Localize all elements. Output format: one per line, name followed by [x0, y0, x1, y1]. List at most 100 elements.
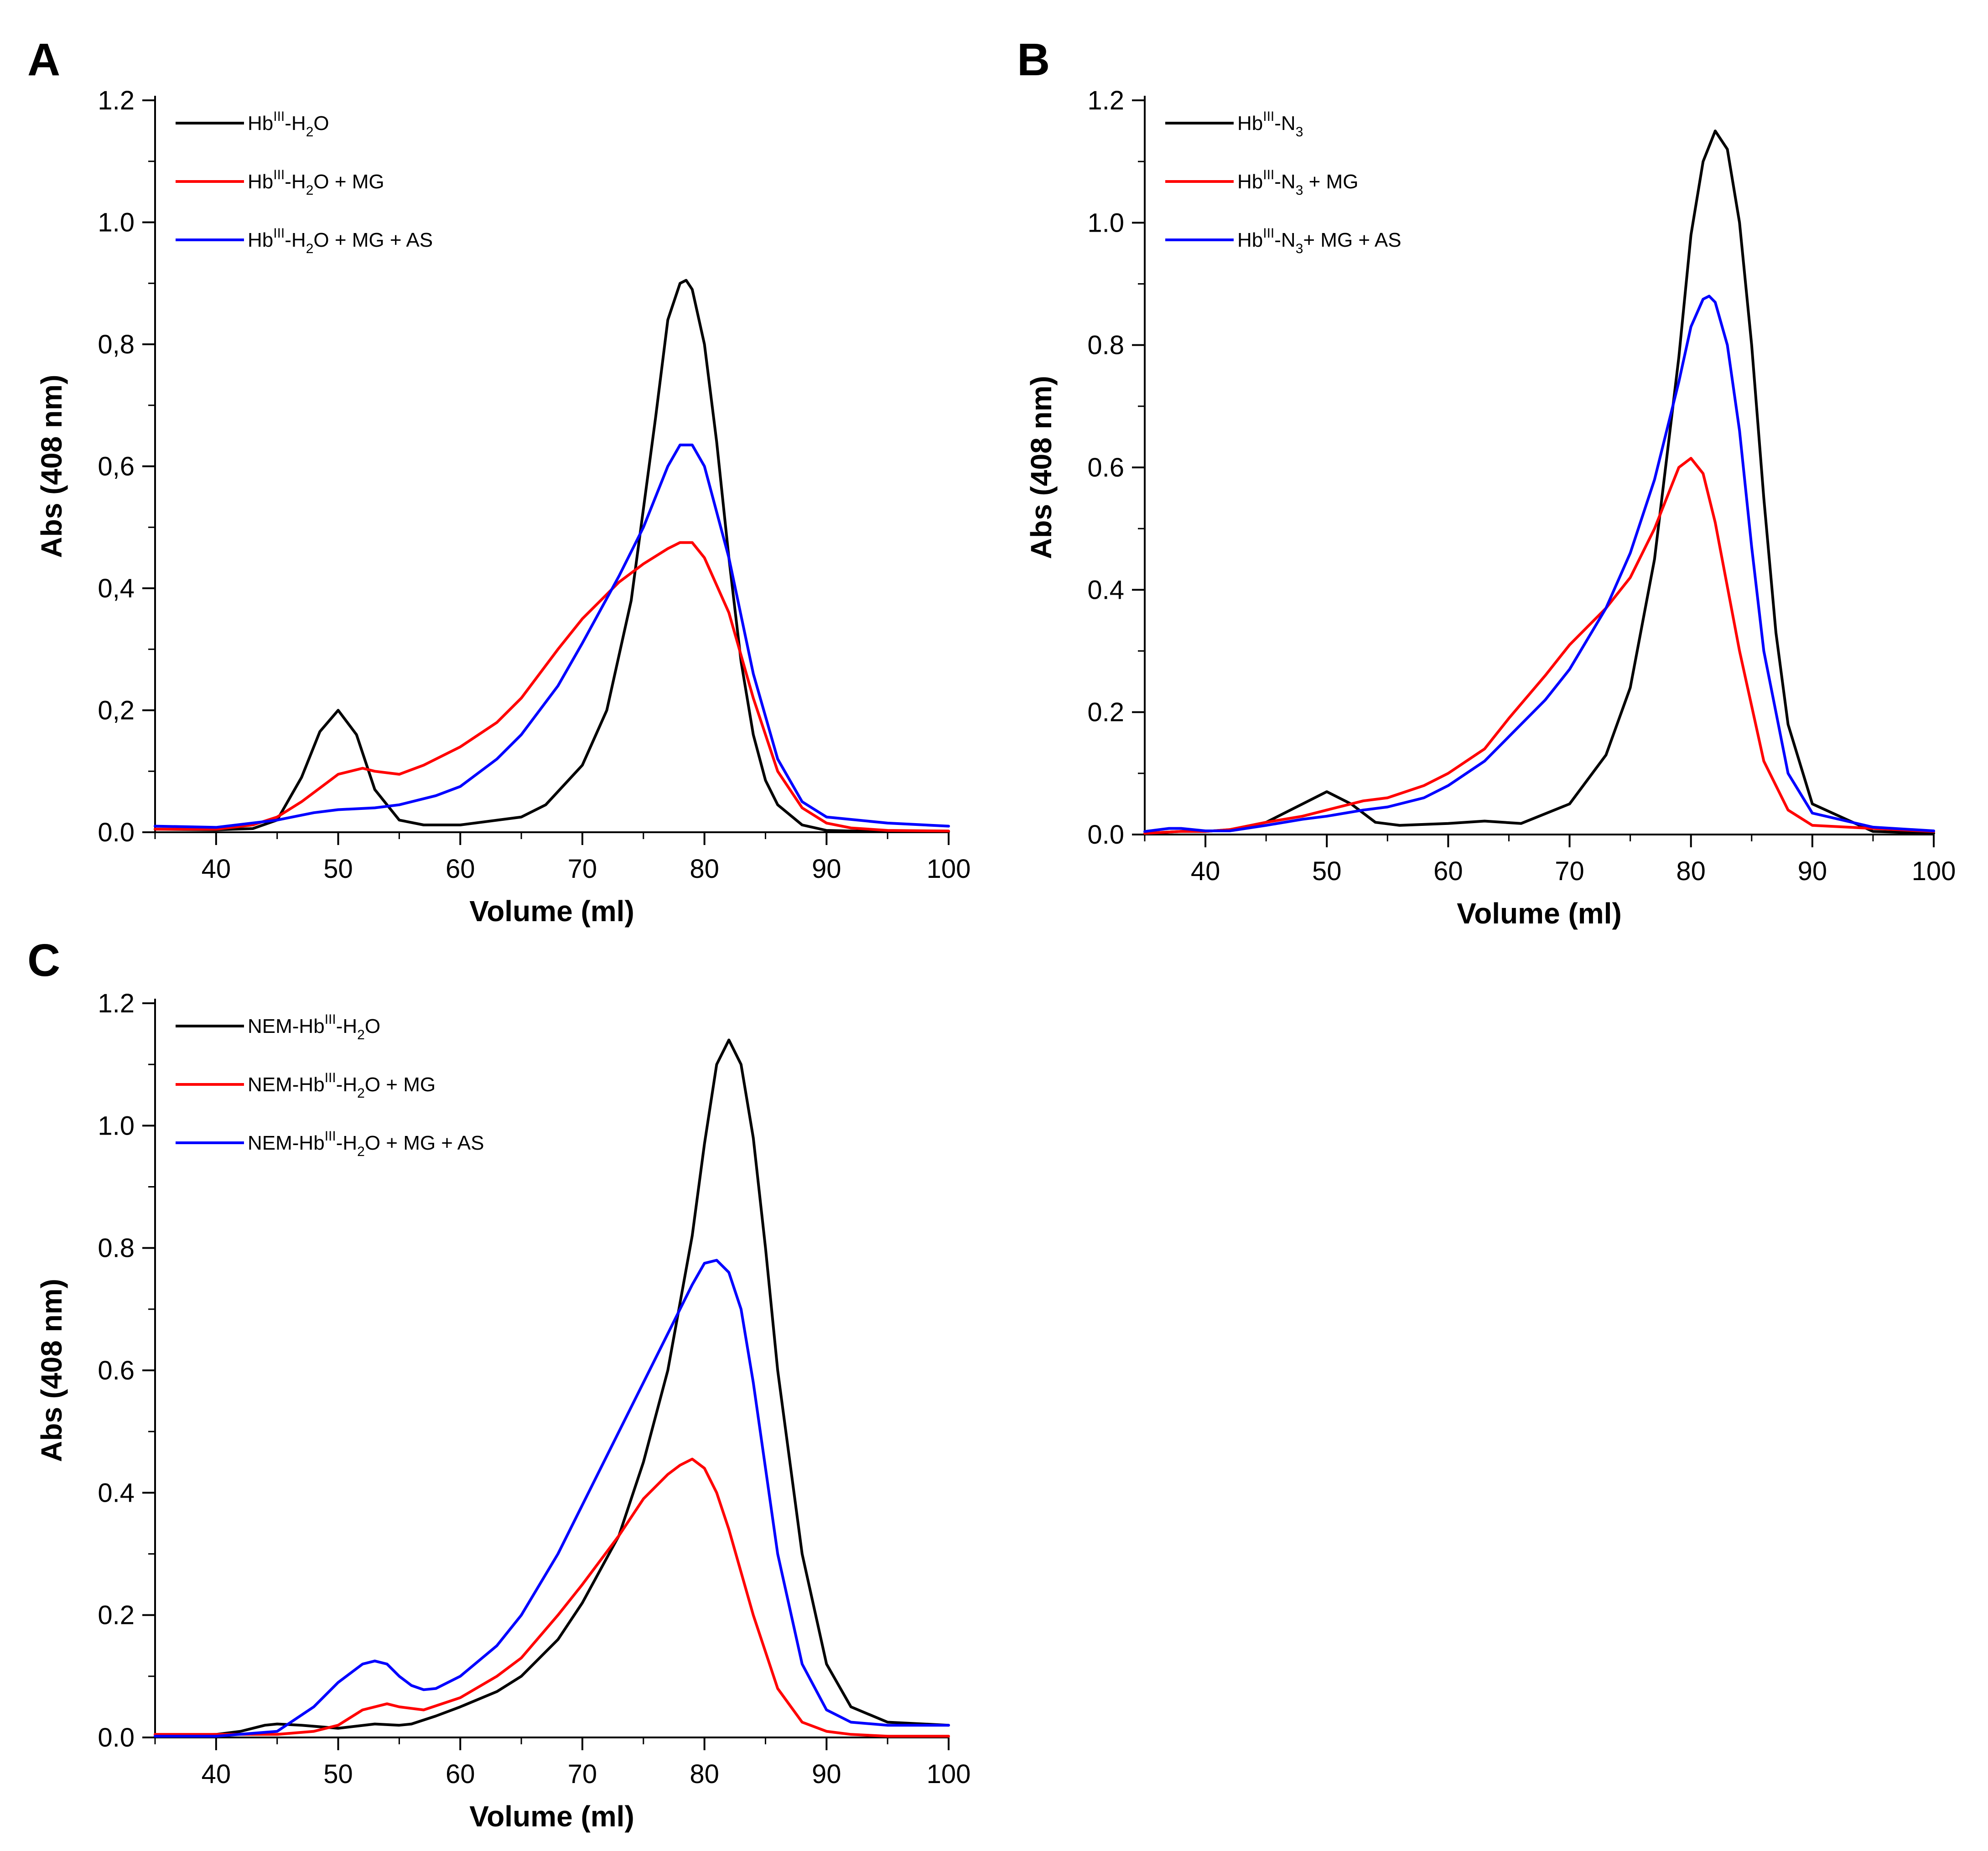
- legend-label-part: 3: [1296, 183, 1303, 198]
- legend-label-part: Hb: [248, 171, 273, 193]
- y-tick-label: 0.8: [1087, 331, 1124, 360]
- x-tick-label: 50: [323, 1759, 353, 1789]
- legend-label-part: -H: [285, 171, 306, 193]
- x-tick-label: 40: [202, 1759, 231, 1789]
- legend-label: HbIII-H2O: [248, 109, 329, 140]
- x-tick-label: 60: [446, 1759, 475, 1789]
- x-axis-title: Volume (ml): [1457, 897, 1622, 930]
- legend-label-part: Hb: [248, 112, 273, 135]
- series-line-0: [1143, 130, 1935, 835]
- y-tick-label: 1.0: [1087, 208, 1124, 238]
- legend-label-part: O + MG: [313, 171, 384, 193]
- legend-label-part: III: [1263, 109, 1274, 124]
- y-axis-title: Abs (408 nm): [35, 375, 68, 558]
- series-line-2: [154, 1259, 950, 1738]
- series-line-1: [154, 1457, 950, 1738]
- y-tick-label: 0,2: [98, 696, 135, 726]
- legend-label-part: Hb: [1237, 229, 1263, 251]
- x-tick-label: 80: [690, 854, 719, 884]
- legend-label-part: O: [313, 112, 329, 135]
- legend-label: HbIII-H2O + MG + AS: [248, 226, 433, 256]
- legend-label-part: NEM-Hb: [248, 1073, 325, 1096]
- legend-label-part: Hb: [1237, 112, 1263, 135]
- y-tick-label: 0.6: [1087, 453, 1124, 482]
- series-line-1: [1143, 456, 1935, 835]
- legend-label-part: III: [273, 226, 285, 241]
- legend-label: HbIII-H2O + MG: [248, 167, 384, 198]
- x-tick-label: 100: [927, 854, 971, 884]
- x-tick-label: 60: [1433, 856, 1463, 886]
- x-tick-label: 50: [323, 854, 353, 884]
- legend-label-part: Hb: [1237, 171, 1263, 193]
- legend-label-part: III: [325, 1012, 336, 1027]
- x-tick-label: 70: [1555, 856, 1584, 886]
- series-line-0: [154, 1038, 950, 1738]
- legend-label: NEM-HbIII-H2O + MG: [248, 1070, 436, 1101]
- legend-label: NEM-HbIII-H2O + MG + AS: [248, 1129, 484, 1159]
- panel-a: A 40 50 60 70 80 90 100 0.0 0,2 0,4 0,6 0,8 1.0 1.2 Vol…: [27, 34, 971, 928]
- legend-label-part: + MG: [1303, 171, 1358, 193]
- y-tick-label: 0,8: [98, 330, 135, 359]
- y-tick-label: 1.2: [1087, 86, 1124, 115]
- x-axis-title: Volume (ml): [469, 1800, 634, 1833]
- panel-b: B 40 50 60 70 80 90 100 0.0 0.2 0.4 0.6 0.8 1.0 1.2 Vol…: [1017, 34, 1956, 930]
- y-tick-label: 1.0: [98, 208, 135, 238]
- panel-letter: B: [1017, 34, 1050, 85]
- legend-label-part: 3: [1296, 124, 1303, 140]
- legend-label-part: NEM-Hb: [248, 1132, 325, 1154]
- legend-label-part: -H: [285, 112, 306, 135]
- legend-label-part: O: [365, 1015, 380, 1037]
- legend-label-part: 2: [306, 124, 314, 140]
- x-tick-label: 40: [1191, 856, 1220, 886]
- x-tick-label: 50: [1312, 856, 1342, 886]
- x-tick-label: 90: [1798, 856, 1827, 886]
- legend-label: HbIII-N3: [1237, 109, 1303, 140]
- legend-label-part: -N: [1274, 112, 1295, 135]
- legend-label-part: III: [325, 1129, 336, 1144]
- y-tick-label: 0.2: [98, 1601, 135, 1630]
- legend-label: NEM-HbIII-H2O: [248, 1012, 380, 1042]
- y-tick-label: 0.2: [1087, 698, 1124, 727]
- y-tick-label: 0,4: [98, 574, 135, 603]
- panel-letter: C: [27, 935, 60, 986]
- y-tick-label: 0.4: [98, 1478, 135, 1508]
- legend-label-part: -N: [1274, 171, 1295, 193]
- legend-label-part: O + MG: [365, 1073, 436, 1096]
- x-tick-label: 100: [927, 1759, 971, 1789]
- y-tick-label: 0.0: [98, 818, 135, 847]
- x-tick-label: 80: [690, 1759, 719, 1789]
- legend-label-part: -H: [336, 1015, 357, 1037]
- legend-label-part: III: [1263, 226, 1274, 241]
- y-tick-label: 0.0: [98, 1723, 135, 1752]
- x-tick-label: 90: [812, 854, 841, 884]
- legend-label-part: 2: [357, 1144, 365, 1159]
- y-tick-label: 1.2: [98, 989, 135, 1018]
- panel-letter: A: [27, 34, 60, 85]
- y-tick-label: 0.4: [1087, 575, 1124, 605]
- x-tick-label: 90: [812, 1759, 841, 1789]
- legend-label: HbIII-N3+ MG + AS: [1237, 226, 1401, 256]
- legend-label-part: -H: [285, 229, 306, 251]
- y-axis-title: Abs (408 nm): [35, 1279, 68, 1462]
- series-line-2: [154, 443, 950, 829]
- legend-label-part: Hb: [248, 229, 273, 251]
- legend-label: HbIII-N3 + MG: [1237, 167, 1358, 198]
- y-tick-label: 0,6: [98, 452, 135, 482]
- y-tick-label: 0.6: [98, 1356, 135, 1385]
- legend-label-part: III: [325, 1070, 336, 1085]
- legend-label-part: O + MG + AS: [365, 1132, 484, 1154]
- legend-label-part: 2: [306, 241, 314, 256]
- legend-label-part: -H: [336, 1073, 357, 1096]
- x-tick-label: 40: [202, 854, 231, 884]
- y-axis-title: Abs (408 nm): [1025, 376, 1058, 559]
- y-tick-label: 0.0: [1087, 820, 1124, 850]
- y-tick-label: 1.2: [98, 86, 135, 115]
- legend-label-part: NEM-Hb: [248, 1015, 325, 1037]
- legend-label-part: 2: [357, 1086, 365, 1101]
- x-tick-label: 80: [1676, 856, 1706, 886]
- x-axis-title: Volume (ml): [469, 895, 634, 928]
- legend-label-part: 2: [306, 183, 314, 198]
- y-tick-label: 1.0: [98, 1111, 135, 1141]
- legend-label-part: III: [273, 109, 285, 124]
